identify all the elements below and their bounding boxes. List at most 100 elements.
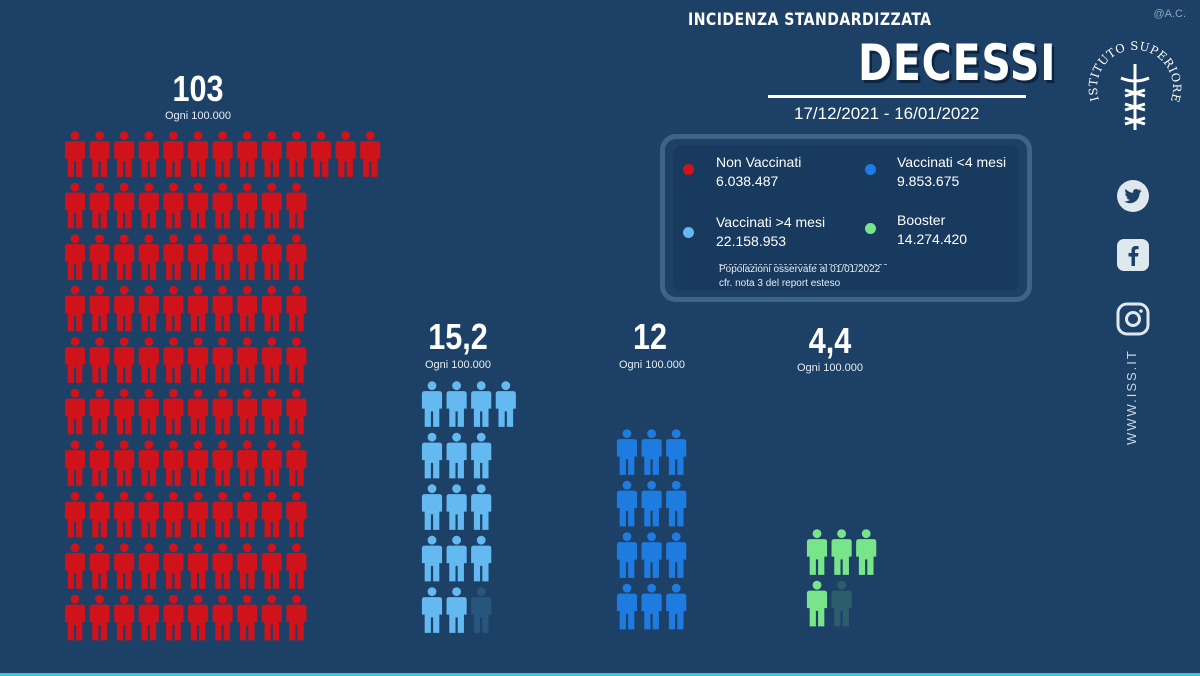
unit-label-vaccinati-lt4: Ogni 100.000 — [618, 359, 686, 371]
person-figure — [89, 234, 110, 280]
person-figure — [114, 543, 135, 589]
legend-value: 6.038.487 — [716, 173, 779, 189]
person-figure — [856, 529, 877, 575]
value-label-booster: 4,4 — [808, 320, 852, 361]
person-figure — [641, 480, 662, 527]
person-figure — [89, 337, 110, 383]
person-figure — [114, 337, 135, 383]
person-figure — [64, 388, 86, 435]
unit-label-vaccinati-gt4: Ogni 100.000 — [424, 359, 492, 371]
legend-label: Vaccinati >4 mesi — [716, 214, 826, 230]
person-figure — [89, 440, 110, 486]
person-figure — [286, 182, 307, 229]
person-figure — [114, 285, 135, 332]
legend-label: Non Vaccinati — [716, 154, 802, 170]
person-figure — [261, 543, 282, 589]
person-figure — [114, 491, 135, 538]
person-figure — [187, 388, 209, 435]
person-figure — [187, 594, 209, 641]
legend-inner: Non Vaccinati 6.038.487 Vaccinati <4 mes… — [673, 145, 1019, 291]
person-figure — [616, 583, 638, 630]
person-figure — [286, 131, 307, 177]
person-figure — [237, 388, 258, 435]
person-figure-partial-bg — [831, 580, 852, 627]
person-figure — [89, 543, 110, 589]
unit-label-non-vaccinati: Ogni 100.000 — [164, 110, 232, 122]
facebook-icon[interactable] — [1116, 238, 1150, 272]
person-figure — [616, 532, 638, 578]
person-figure — [163, 182, 184, 229]
legend-value: 22.158.953 — [716, 233, 787, 249]
person-figure — [261, 491, 282, 538]
person-figure — [114, 594, 135, 641]
person-figure — [237, 440, 258, 486]
person-figure — [261, 594, 282, 641]
person-figure — [641, 583, 662, 630]
person-figure — [212, 440, 233, 486]
person-figure — [261, 440, 282, 486]
person-figure — [138, 388, 159, 435]
bottom-accent-line — [0, 673, 1200, 676]
legend-note-line2: cfr. nota 3 del report esteso — [719, 278, 841, 289]
person-figure — [666, 532, 687, 578]
person-figure — [446, 484, 467, 530]
person-figure — [616, 480, 638, 527]
person-figure — [666, 583, 687, 630]
value-label-non-vaccinati: 103 — [172, 68, 224, 109]
person-figure — [187, 131, 209, 177]
person-figure — [114, 131, 135, 177]
legend-separator — [719, 264, 887, 265]
person-figure — [163, 440, 184, 486]
person-figure — [114, 388, 135, 435]
person-figure — [237, 285, 258, 332]
person-figure — [335, 131, 356, 177]
person-figure — [471, 432, 492, 479]
person-figure — [64, 234, 86, 280]
person-figure — [212, 543, 233, 589]
person-figure — [187, 543, 209, 589]
person-figure — [138, 285, 159, 332]
person-figure — [138, 337, 159, 383]
person-figure — [89, 285, 110, 332]
person-figure — [471, 484, 492, 530]
person-figure — [237, 182, 258, 229]
person-figure — [212, 234, 233, 280]
person-figure — [163, 594, 184, 641]
instagram-icon[interactable] — [1116, 302, 1150, 336]
legend-dot-vaccinati-lt4 — [865, 164, 876, 175]
legend-value: 14.274.420 — [897, 231, 968, 247]
twitter-icon[interactable] — [1116, 179, 1150, 213]
person-figure — [163, 543, 184, 589]
credit-label: @A.C. — [1153, 8, 1186, 20]
person-figure — [641, 532, 662, 578]
person-figure — [89, 182, 110, 229]
person-figure — [212, 491, 233, 538]
person-figure — [163, 491, 184, 538]
person-figure — [187, 234, 209, 280]
person-figure — [421, 432, 443, 479]
person-figure-partial-bg — [471, 587, 492, 633]
person-figure — [163, 285, 184, 332]
person-figure — [64, 440, 86, 486]
person-figure — [64, 491, 86, 538]
person-figure — [261, 337, 282, 383]
person-figure — [360, 131, 381, 177]
person-figure — [446, 432, 467, 479]
period-label: 17/12/2021 - 16/01/2022 — [794, 104, 980, 123]
pictogram-group-vaccinati-lt4 — [616, 429, 687, 630]
person-figure — [114, 440, 135, 486]
person-figure — [471, 535, 492, 582]
person-figure — [421, 484, 443, 530]
person-figure — [212, 388, 233, 435]
iss-website-label[interactable]: WWW.ISS.IT — [1124, 349, 1139, 445]
person-figure — [64, 285, 86, 332]
person-figure — [114, 234, 135, 280]
chart-title: DECESSI — [858, 34, 1057, 92]
person-figure — [187, 440, 209, 486]
person-figure — [64, 543, 86, 589]
person-figure — [421, 381, 443, 427]
person-figure — [641, 429, 662, 475]
person-figure — [89, 594, 110, 641]
person-figure — [261, 234, 282, 280]
pictogram-group-vaccinati-gt4 — [421, 381, 516, 633]
